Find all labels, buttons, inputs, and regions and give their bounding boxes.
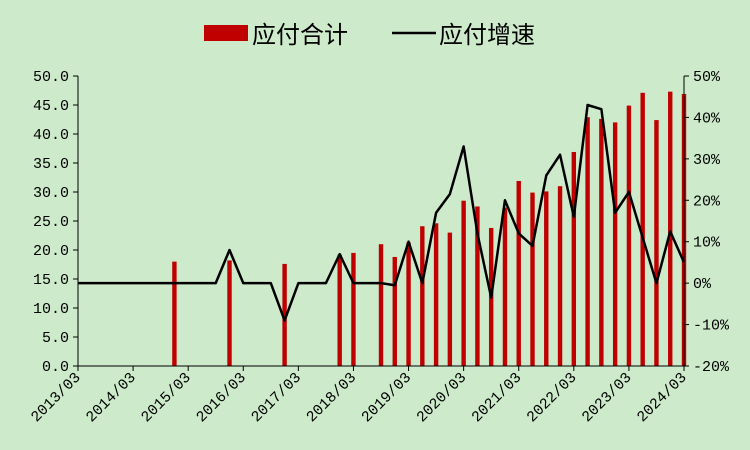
right-tick-label: 10% <box>693 235 721 252</box>
legend-bar-swatch <box>204 25 248 41</box>
bar-series <box>172 91 687 367</box>
bar <box>640 92 645 366</box>
bar <box>337 254 342 366</box>
line-series <box>78 103 686 322</box>
right-tick-label: 20% <box>693 193 721 210</box>
bar <box>599 118 604 366</box>
right-axis-ticks: -20% -10% 0% 10% 20% 30% 40% 50% <box>684 69 730 376</box>
left-tick-label: 45.0 <box>33 98 69 115</box>
x-tick-label: 2017/03 <box>248 370 305 427</box>
bar <box>433 223 439 366</box>
left-tick-label: 25.0 <box>33 214 69 231</box>
bar <box>406 242 411 366</box>
bar <box>227 260 232 366</box>
bar <box>626 105 632 366</box>
left-axis-ticks: 0.0 5.0 10.0 15.0 20.0 25.0 30.0 35.0 40.0 45.0 50… <box>33 69 78 376</box>
growth-line <box>78 103 686 322</box>
x-tick-label: 2015/03 <box>138 370 195 427</box>
x-tick-label: 2023/03 <box>579 370 636 427</box>
bar <box>351 252 356 366</box>
left-tick-label: 10.0 <box>33 301 69 318</box>
left-tick-label: 15.0 <box>33 272 69 289</box>
x-tick-label: 2014/03 <box>83 370 140 427</box>
bar <box>585 117 590 367</box>
x-tick-label: 2018/03 <box>303 370 360 427</box>
bar <box>447 232 453 366</box>
bar <box>461 200 466 366</box>
bar <box>392 256 397 366</box>
legend: 应付合计 应付增速 <box>204 21 535 49</box>
bar <box>172 261 177 366</box>
right-tick-label: 40% <box>693 110 721 127</box>
x-tick-label: 2022/03 <box>524 370 581 427</box>
bar <box>475 206 480 366</box>
bar <box>654 120 659 366</box>
x-tick-label: 2024/03 <box>634 370 691 427</box>
x-tick-label: 2013/03 <box>28 370 85 427</box>
left-tick-label: 5.0 <box>42 330 69 347</box>
right-tick-label: -20% <box>693 359 730 376</box>
right-tick-label: -10% <box>693 318 730 335</box>
left-tick-label: 0.0 <box>42 359 69 376</box>
bar <box>516 180 521 366</box>
left-tick-label: 50.0 <box>33 69 69 86</box>
right-tick-label: 30% <box>693 152 721 169</box>
bar <box>502 207 508 366</box>
bar <box>612 122 618 367</box>
left-tick-label: 35.0 <box>33 156 69 173</box>
x-tick-label: 2020/03 <box>414 370 471 427</box>
x-tick-label: 2021/03 <box>469 370 526 427</box>
legend-line-label: 应付增速 <box>439 21 535 49</box>
left-tick-label: 40.0 <box>33 127 69 144</box>
bar <box>420 226 425 366</box>
bar <box>571 151 577 366</box>
x-axis-ticks: 2013/032014/032015/032016/032017/032018/… <box>28 366 691 426</box>
x-tick-label: 2016/03 <box>193 370 250 427</box>
bar <box>282 263 287 366</box>
bar <box>668 91 673 366</box>
right-tick-label: 0% <box>693 276 712 293</box>
left-tick-label: 20.0 <box>33 243 69 260</box>
bar <box>557 186 563 366</box>
legend-bar-label: 应付合计 <box>252 21 348 49</box>
x-tick-label: 2019/03 <box>359 370 416 427</box>
right-tick-label: 50% <box>693 69 721 86</box>
bar <box>530 192 535 366</box>
bar <box>544 191 549 366</box>
left-tick-label: 30.0 <box>33 185 69 202</box>
bar <box>378 244 384 366</box>
